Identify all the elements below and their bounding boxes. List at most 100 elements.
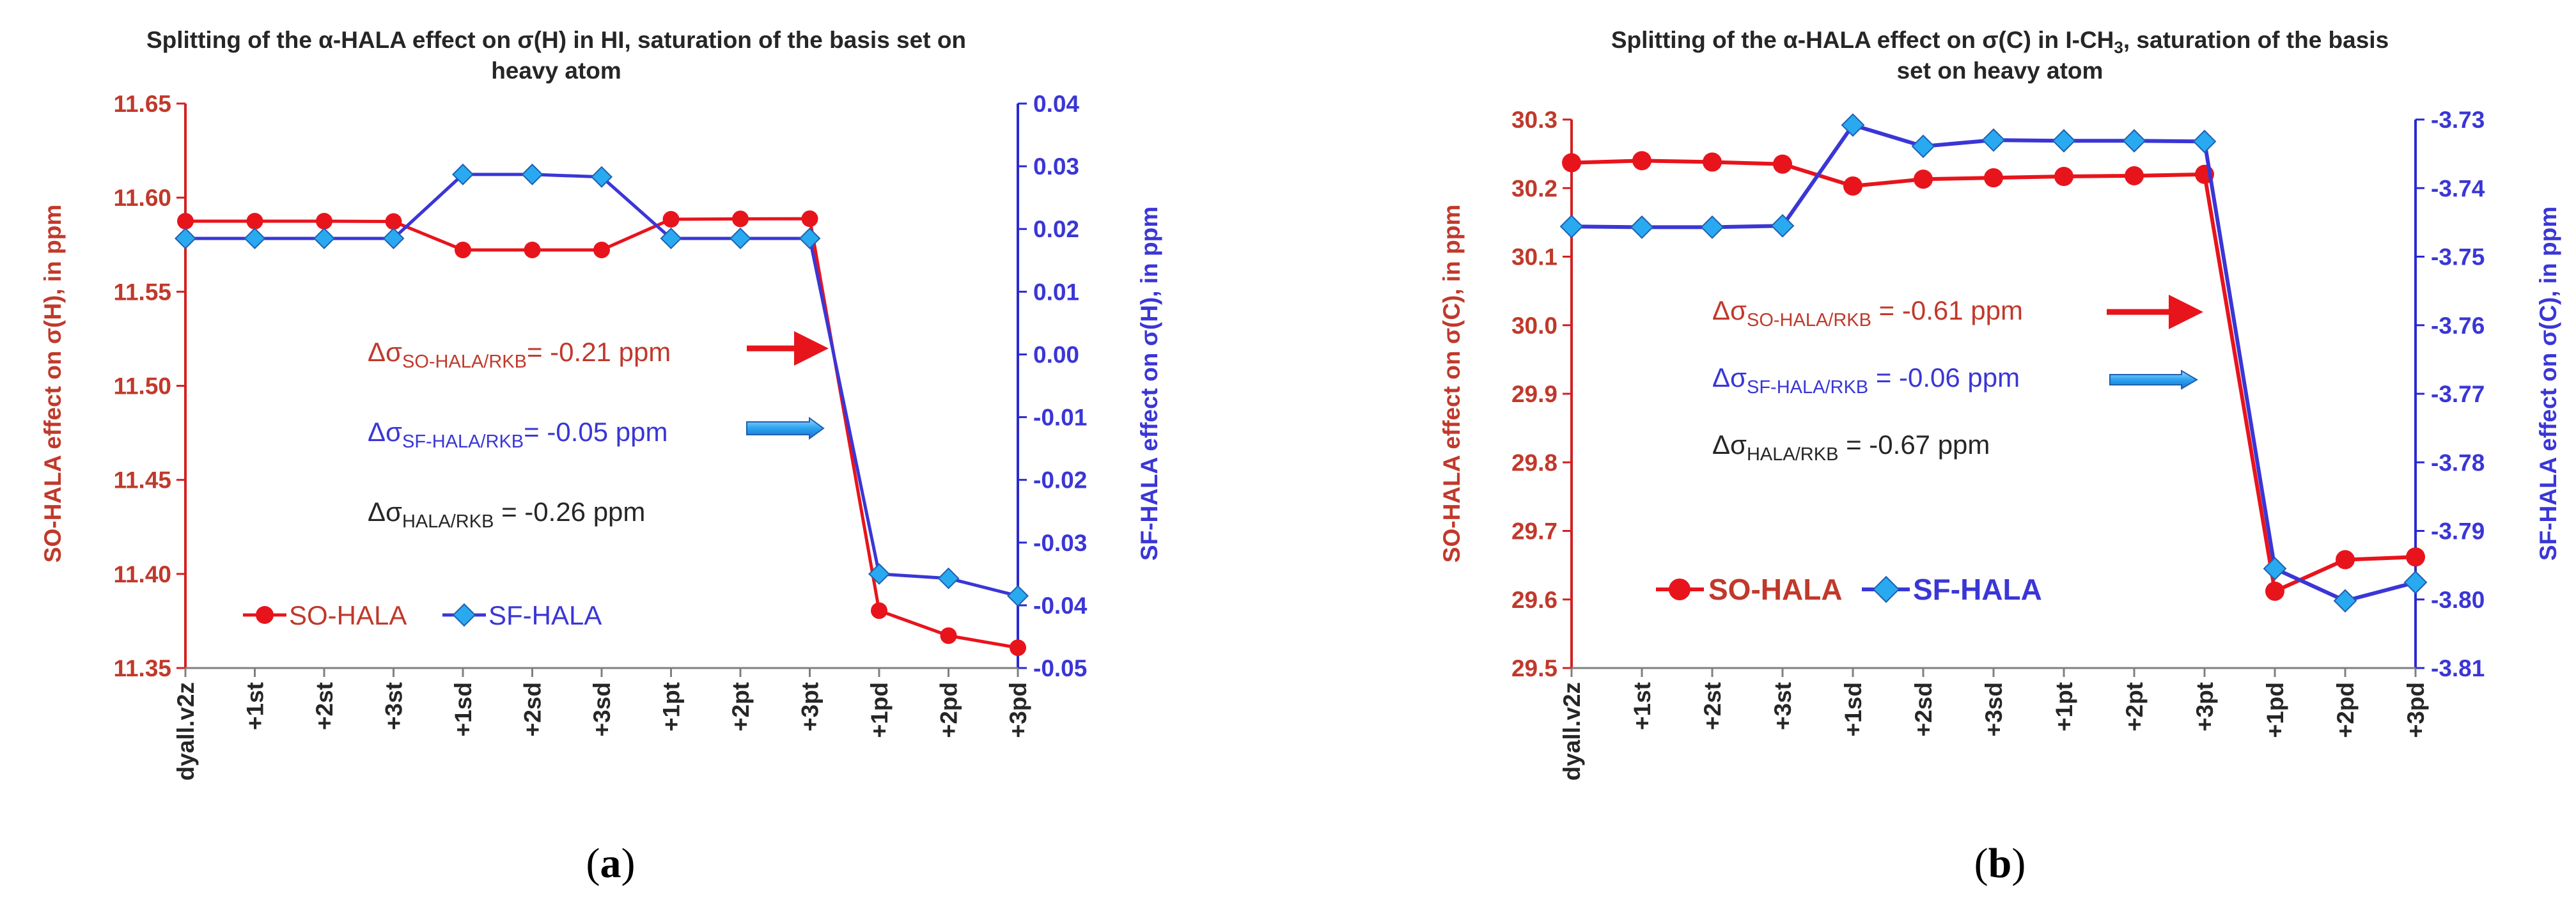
chart-b-so-point [1773, 154, 1792, 174]
chart-b-sf-point [1630, 215, 1654, 239]
chart-a-so-point [662, 211, 680, 228]
chart-b-legend-sf-label: SF-HALA [1913, 573, 2042, 606]
chart-b-sf-point [1770, 214, 1795, 238]
chart-b-right-tick-label: -3.81 [2431, 655, 2485, 681]
chart-b-sf-point [1700, 215, 1724, 239]
chart-b-sf-point [1559, 214, 1584, 238]
chart-a-series-so [177, 210, 1026, 657]
chart-a-x-tick-label: +2st [311, 682, 338, 730]
chart-b-x-tick-label: dyall.v2z [1559, 682, 1585, 781]
chart-b-so-point [1843, 176, 1862, 196]
chart-a-ylabel-left: SO-HALA effect on σ(H), in ppm [40, 205, 66, 563]
chart-a-left-tick-label: 11.65 [113, 91, 171, 117]
chart-b-sf-point [2403, 570, 2428, 595]
chart-b-left-tick-label: 30.3 [1511, 107, 1557, 133]
chart-b-left-tick-label: 29.9 [1511, 381, 1557, 407]
chart-a-left-ticks: 11.35 11.40 11.45 11.50 11.55 11.60 11.65 [113, 91, 185, 681]
chart-a-right-tick-label: 0.00 [1033, 341, 1079, 368]
chart-b-title-line1: Splitting of the α-HALA effect on σ(C) i… [1611, 27, 2389, 57]
chart-b-sf-point [1841, 113, 1865, 137]
chart-a-legend-so-label: SO-HALA [289, 600, 407, 630]
chart-a-so-point [385, 213, 402, 230]
chart-a-x-tick-label: +2pt [728, 682, 754, 731]
chart-a-so-point [940, 627, 957, 644]
chart-a-right-tick-label: 0.01 [1033, 279, 1079, 305]
chart-b-left-tick-label: 30.0 [1511, 313, 1557, 339]
chart-b-left-tick-label: 30.2 [1511, 175, 1557, 201]
chart-b-annotation-sf: ΔσSF-HALA/RKB = -0.06 ppm [1712, 362, 2020, 398]
chart-a-sf-point [591, 166, 613, 188]
chart-a-right-tick-label: -0.01 [1033, 405, 1087, 431]
chart-b-sf-point [1911, 134, 1935, 159]
chart-b-so-point [2406, 547, 2425, 567]
chart-b-panel-label: (b) [1974, 840, 2026, 887]
chart-b-left-tick-label: 29.6 [1511, 587, 1557, 613]
chart-a-left-tick-label: 11.50 [113, 373, 171, 400]
chart-b-so-point [1632, 151, 1651, 171]
chart-b-sf-point [2122, 128, 2146, 153]
chart-b-annotation-so: ΔσSO-HALA/RKB = -0.61 ppm [1712, 295, 2023, 330]
chart-b-sf-point [2192, 129, 2217, 153]
chart-a-annotation-hala: ΔσHALA/RKB = -0.26 ppm [368, 497, 645, 532]
chart-a-left-tick-label: 11.55 [113, 279, 171, 305]
chart-b-series-sf [1559, 113, 2428, 613]
chart-a-so-point [871, 602, 887, 619]
chart-a-series-sf [175, 163, 1029, 607]
chart-a-annotation-sf: ΔσSF-HALA/RKB= -0.05 ppm [368, 417, 667, 452]
chart-b-x-tick-label: +1pd [2262, 682, 2288, 738]
chart-b-so-point [1703, 152, 1722, 172]
chart-b-x-ticks: dyall.v2z +1st +2st +3st +1sd +2sd +3sd +1pt +2p… [1559, 668, 2429, 781]
chart-a-so-point [246, 212, 263, 229]
chart-b-legend-so-label: SO-HALA [1708, 573, 1843, 606]
chart-a-right-tick-label: -0.05 [1033, 655, 1087, 681]
chart-b-x-tick-label: +3sd [1981, 682, 2007, 736]
chart-a-x-tick-label: +3sd [589, 682, 615, 736]
chart-b-sf-point [2263, 557, 2287, 580]
chart-a-so-point [177, 212, 194, 229]
chart-b-so-point [2125, 166, 2144, 185]
chart-b-right-tick-label: -3.77 [2431, 381, 2485, 407]
chart-b-x-tick-label: +2pd [2332, 682, 2359, 738]
chart-a-so-point [1010, 639, 1026, 657]
chart-a-legend-sf-marker [452, 603, 476, 627]
chart-b-right-tick-label: -3.79 [2431, 518, 2485, 545]
chart-a-sf-point [660, 227, 682, 249]
chart-a-right-tick-label: 0.03 [1033, 153, 1079, 180]
chart-b-right-tick-label: -3.74 [2431, 175, 2485, 201]
chart-b-title-line2: set on heavy atom [1897, 58, 2104, 84]
chart-a-right-tick-label: -0.03 [1033, 530, 1087, 556]
chart-b-sf-point [1981, 128, 2006, 152]
chart-a-legend-sf-label: SF-HALA [488, 600, 602, 630]
chart-b-legend-so-marker [1669, 579, 1690, 600]
chart-a-left-tick-label: 11.60 [113, 185, 171, 211]
chart-a-legend-so-marker [256, 606, 274, 624]
chart-b-x-tick-label: +1sd [1840, 682, 1866, 736]
chart-panel-b: Splitting of the α-HALA effect on σ(C) i… [1439, 27, 2561, 887]
chart-a-left-tick-label: 11.45 [113, 467, 171, 494]
chart-a-sf-point [452, 163, 474, 185]
chart-b-left-ticks: 29.5 29.6 29.7 29.8 29.9 30.0 30.1 30.2 30.3 [1511, 107, 1572, 681]
chart-b-legend: SO-HALA SF-HALA [1656, 573, 2042, 606]
chart-a-sf-point [521, 163, 543, 185]
chart-a-sf-point [937, 567, 960, 589]
chart-a-sf-point [313, 227, 335, 249]
chart-b-left-tick-label: 30.1 [1511, 244, 1557, 270]
chart-a-sf-point [382, 227, 405, 249]
chart-b-so-point [2054, 167, 2073, 187]
chart-a-so-point [524, 241, 541, 258]
chart-a-legend: SO-HALA SF-HALA [243, 600, 602, 630]
chart-a-annotation-so: ΔσSO-HALA/RKB= -0.21 ppm [368, 337, 671, 372]
chart-a-sf-point [730, 227, 751, 249]
chart-a-ylabel-right: SF-HALA effect on σ(H), in ppm [1136, 206, 1162, 561]
chart-b-sf-point [2052, 128, 2076, 153]
chart-b-left-tick-label: 29.5 [1511, 655, 1557, 681]
chart-b-ylabel-left: SO-HALA effect on σ(C), in ppm [1439, 205, 1465, 563]
chart-a-sf-point [1007, 585, 1029, 607]
chart-b-so-point [1562, 153, 1581, 173]
chart-a-x-tick-label: +3pt [797, 682, 824, 731]
chart-b-legend-sf-marker [1872, 575, 1900, 603]
chart-b-so-point [2336, 550, 2355, 570]
chart-a-x-tick-label: +3pd [1005, 682, 1031, 738]
chart-b-so-point [1984, 168, 2003, 188]
